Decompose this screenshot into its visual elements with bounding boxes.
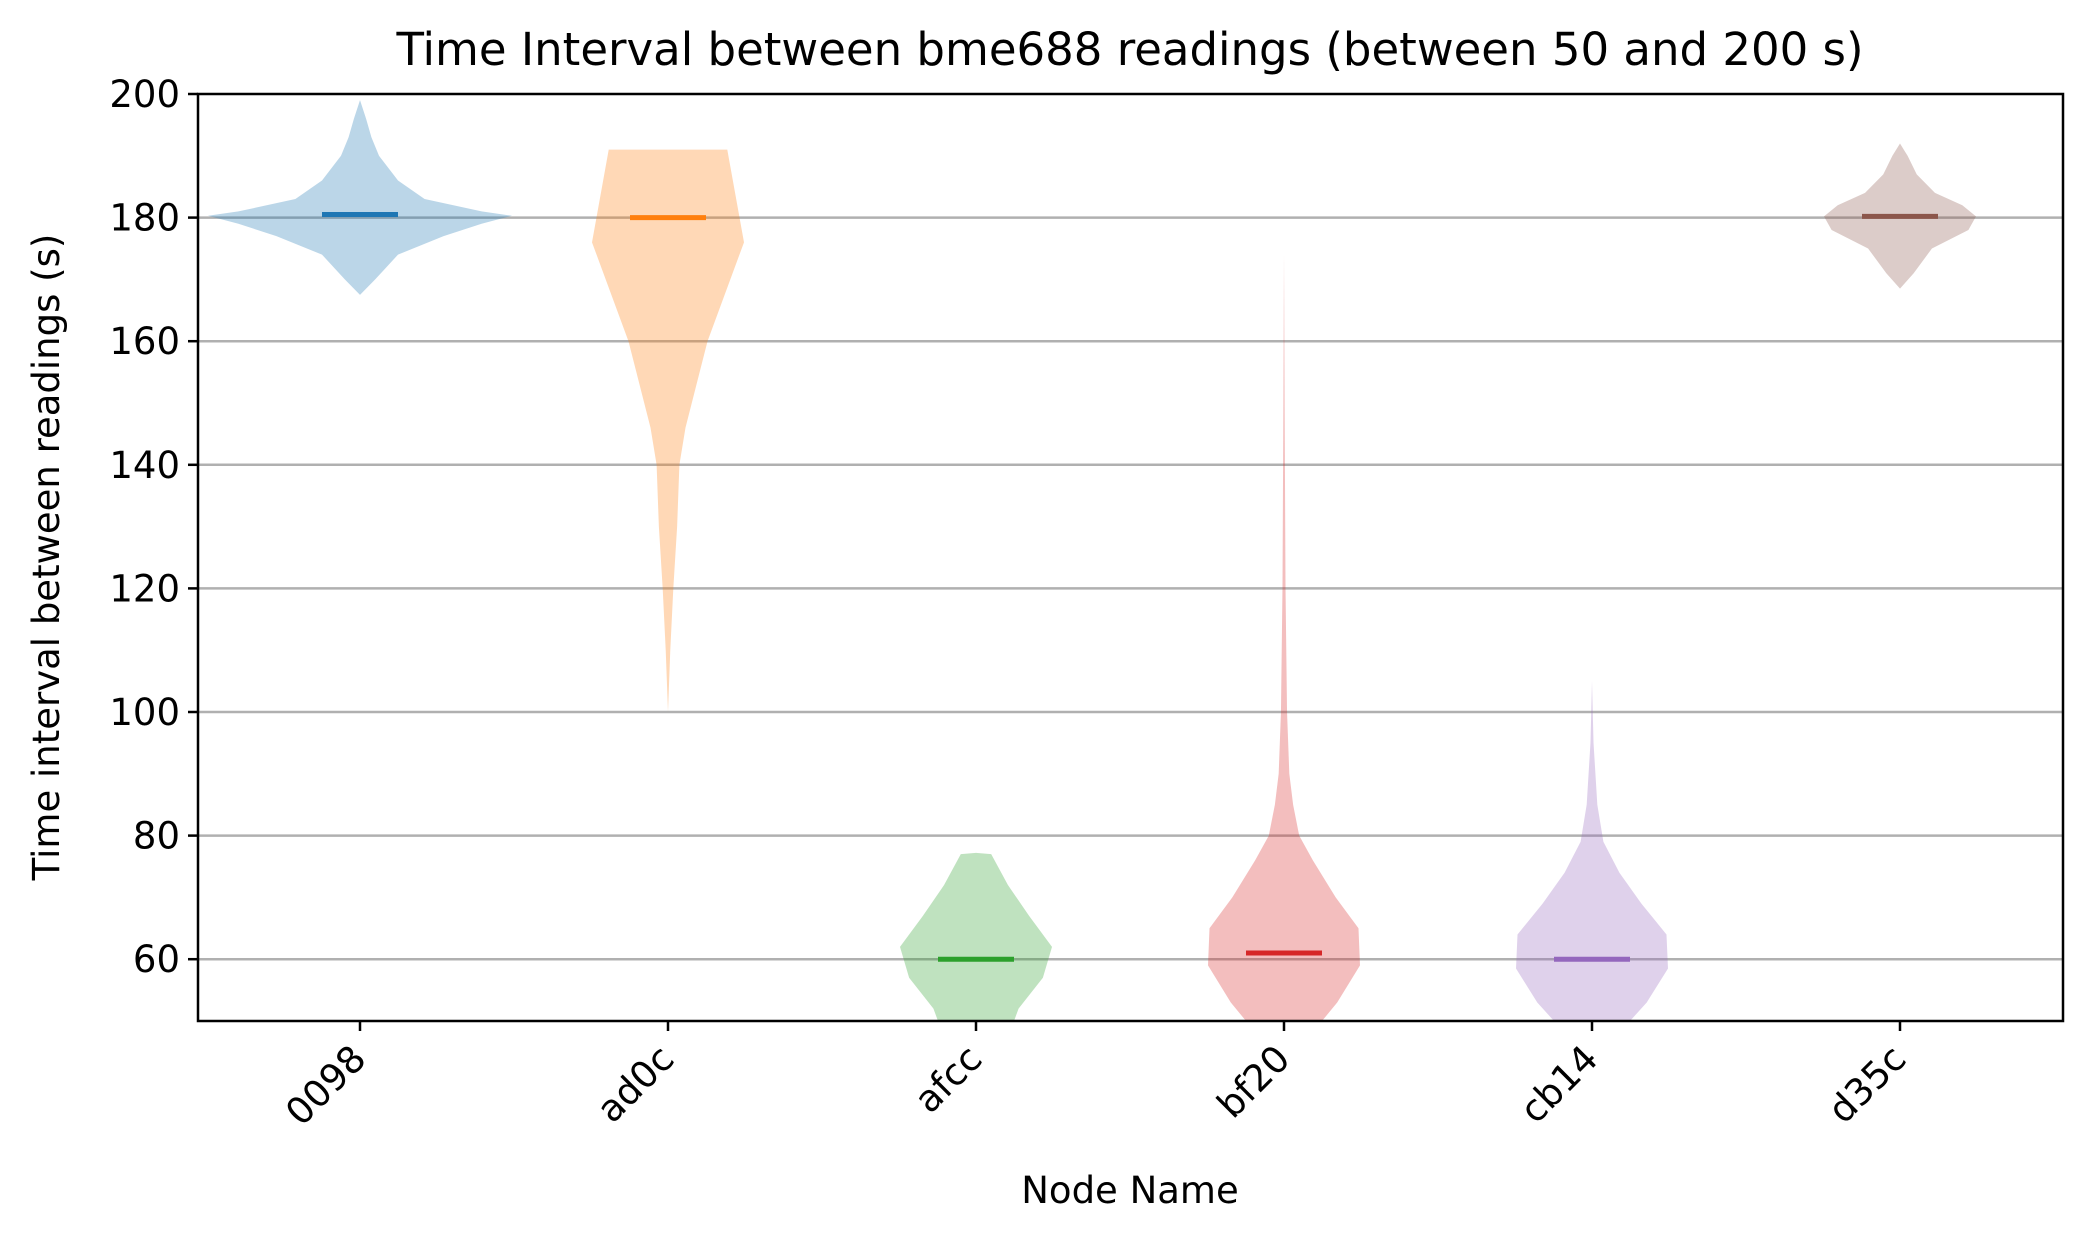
y-tick-label: 140 xyxy=(109,444,180,487)
y-tick-label: 200 xyxy=(109,73,180,116)
violin-ad0c xyxy=(592,149,744,712)
y-axis-label: Time interval between readings (s) xyxy=(25,234,68,882)
x-tick-label: cb14 xyxy=(1512,1037,1607,1132)
y-axis: 60 80 100 120 140 160 180 200 xyxy=(109,73,198,981)
x-tick-label: afcc xyxy=(906,1037,990,1121)
y-tick-label: 160 xyxy=(109,320,180,363)
medians xyxy=(322,212,1938,962)
x-axis: 0098 ad0c afcc bf20 cb14 d35c xyxy=(277,1021,1914,1134)
x-tick-label: bf20 xyxy=(1209,1037,1299,1127)
violin-cb14 xyxy=(1516,681,1668,1021)
x-tick-label: ad0c xyxy=(588,1037,682,1131)
x-axis-label: Node Name xyxy=(1021,1169,1238,1212)
x-tick-label: d35c xyxy=(1820,1037,1915,1132)
violins xyxy=(208,100,1976,1021)
y-tick-label: 100 xyxy=(109,691,180,734)
violin-afcc xyxy=(900,852,1052,1021)
gridlines xyxy=(198,216,2063,961)
plot-frame xyxy=(196,92,2065,1023)
violin-0098 xyxy=(208,100,512,295)
y-tick-label: 80 xyxy=(133,815,180,858)
chart-title: Time Interval between bme688 readings (b… xyxy=(395,23,1863,76)
y-tick-label: 120 xyxy=(109,567,180,610)
violin-bf20 xyxy=(1208,254,1360,1021)
y-tick-label: 180 xyxy=(109,197,180,240)
y-tick-label: 60 xyxy=(133,938,180,981)
x-tick-label: 0098 xyxy=(277,1037,374,1134)
